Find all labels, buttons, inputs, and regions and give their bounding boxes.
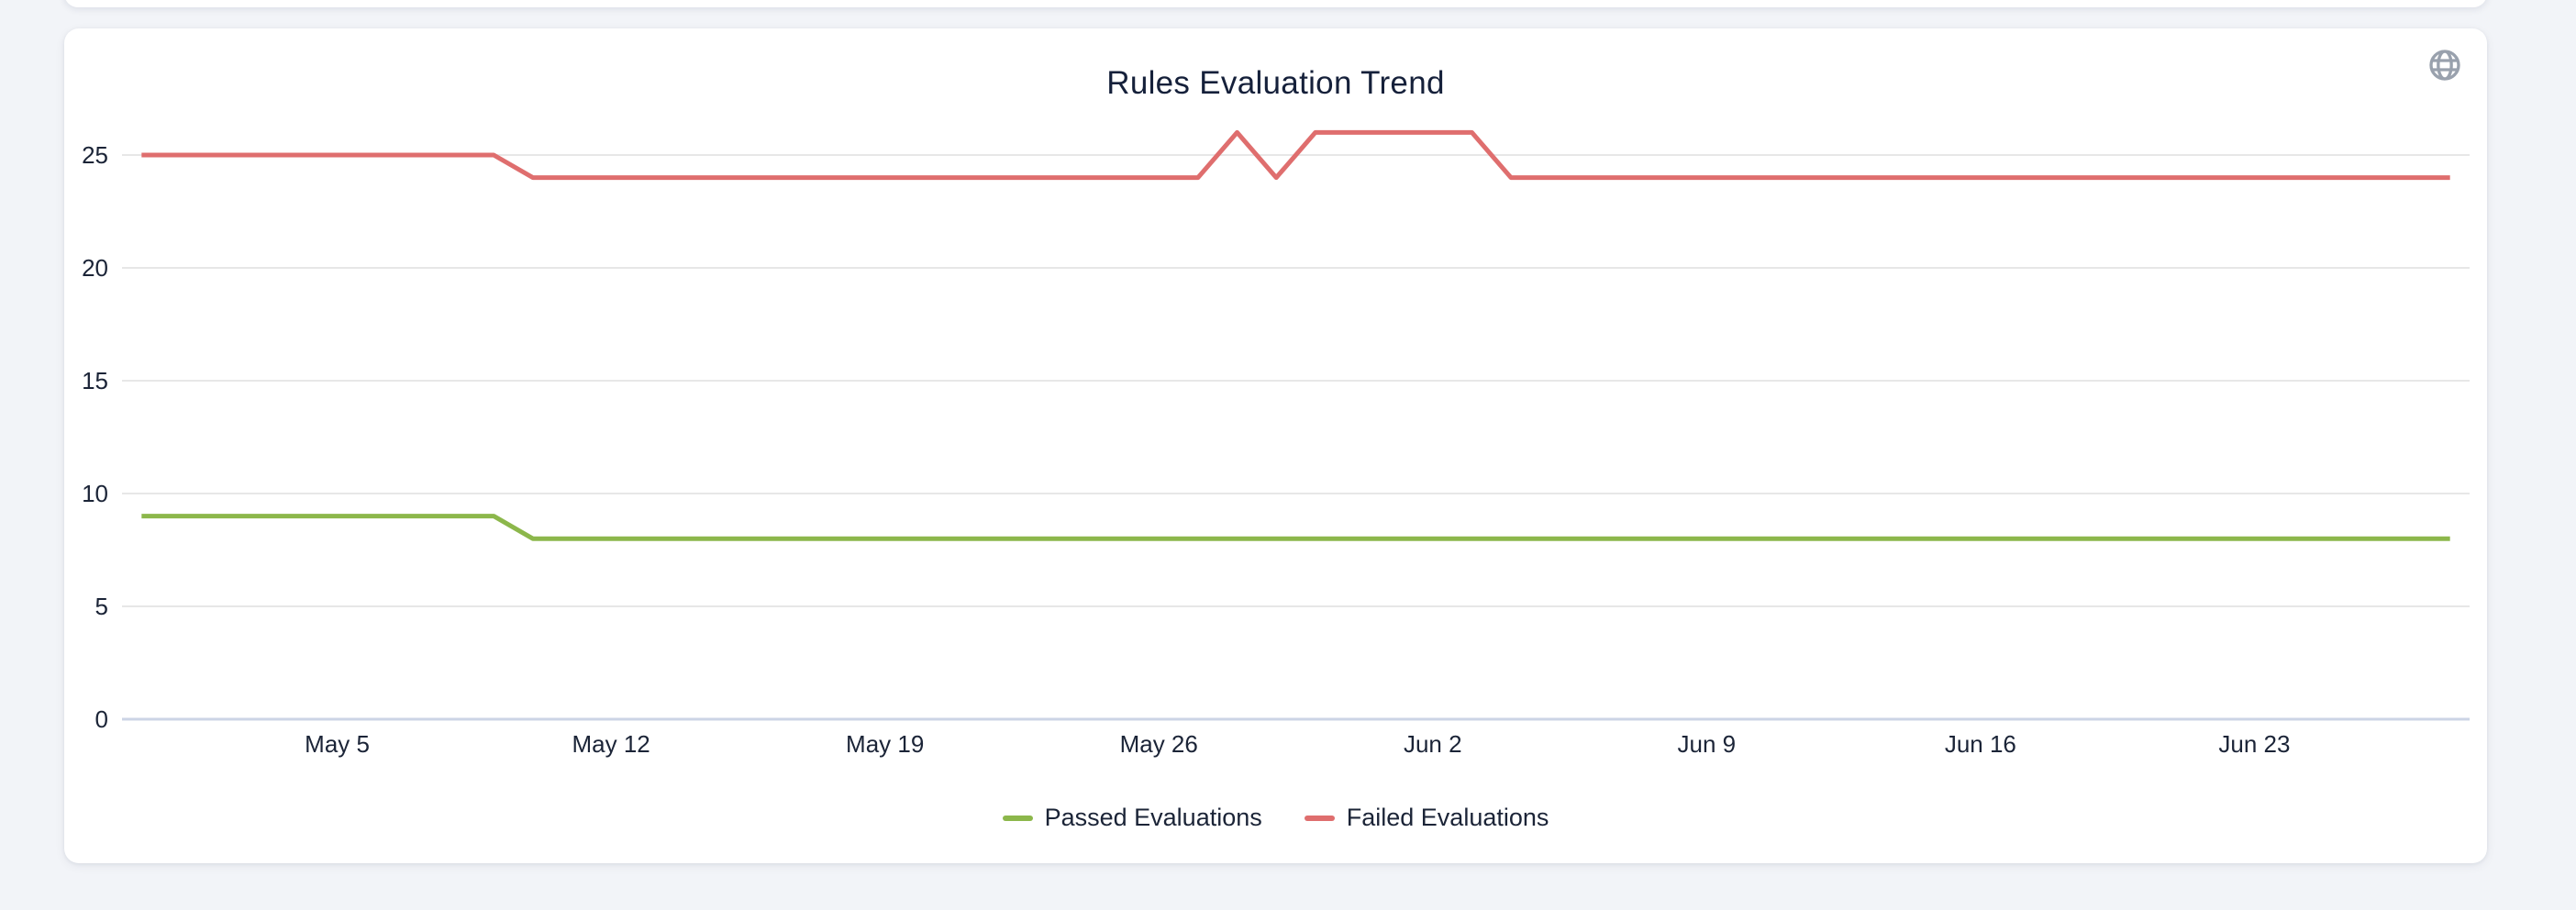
- svg-text:25: 25: [82, 141, 108, 169]
- svg-text:Jun 2: Jun 2: [1404, 730, 1462, 758]
- svg-text:May 19: May 19: [846, 730, 924, 758]
- passed-series-swatch-icon: [1002, 815, 1033, 821]
- svg-text:10: 10: [82, 480, 108, 507]
- svg-text:Jun 23: Jun 23: [2218, 730, 2290, 758]
- chart-legend: Passed Evaluations Failed Evaluations: [64, 804, 2487, 832]
- legend-label: Passed Evaluations: [1044, 804, 1262, 831]
- legend-label: Failed Evaluations: [1346, 804, 1549, 831]
- trend-chart[interactable]: 0 5 10 15 20 25 May 5 May 12 May 19 May 26 Jun 2 Ju…: [64, 28, 2487, 863]
- svg-text:Jun 16: Jun 16: [1945, 730, 2016, 758]
- svg-text:20: 20: [82, 254, 108, 282]
- svg-text:5: 5: [95, 593, 108, 620]
- svg-text:Jun 9: Jun 9: [1678, 730, 1737, 758]
- legend-item-passed-evaluations[interactable]: Passed Evaluations: [1002, 804, 1262, 832]
- chart-card: Rules Evaluation Trend 0 5 10 15 20 25 May 5 Ma…: [64, 28, 2487, 863]
- legend-item-failed-evaluations[interactable]: Failed Evaluations: [1304, 804, 1549, 832]
- svg-text:May 12: May 12: [572, 730, 650, 758]
- globe-icon[interactable]: [2426, 47, 2463, 83]
- svg-text:May 26: May 26: [1120, 730, 1198, 758]
- svg-text:15: 15: [82, 367, 108, 394]
- chart-title: Rules Evaluation Trend: [1106, 65, 1445, 101]
- svg-text:0: 0: [95, 705, 108, 733]
- failed-series-swatch-icon: [1304, 815, 1335, 821]
- svg-text:May 5: May 5: [305, 730, 370, 758]
- previous-card-edge: [64, 0, 2487, 7]
